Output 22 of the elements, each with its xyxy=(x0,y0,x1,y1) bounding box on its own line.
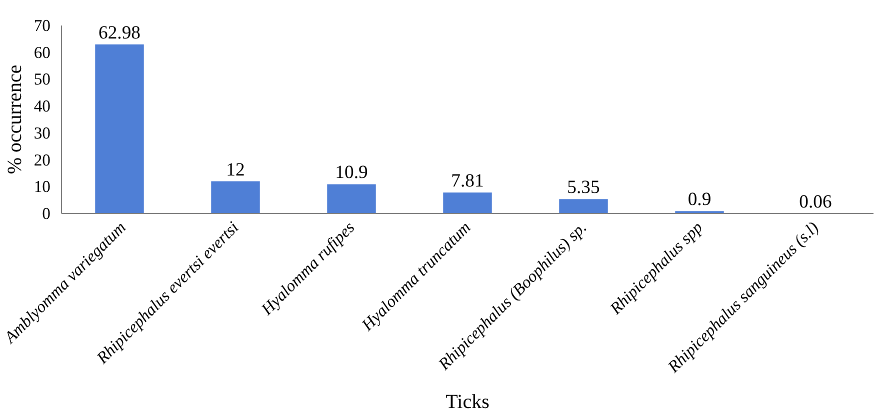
y-tick-label: 50 xyxy=(34,70,50,89)
bar xyxy=(559,199,608,214)
data-label: 12 xyxy=(226,159,245,180)
bar xyxy=(443,192,492,214)
y-axis-title: % occurrence xyxy=(4,64,26,174)
bar xyxy=(211,181,260,214)
x-axis-title: Ticks xyxy=(446,390,490,413)
bar xyxy=(327,184,376,214)
data-label: 7.81 xyxy=(451,170,484,192)
data-label: 0.06 xyxy=(799,191,832,212)
y-tick-label: 20 xyxy=(34,150,50,170)
data-label: 10.9 xyxy=(335,162,368,184)
data-label: 0.9 xyxy=(688,189,712,210)
y-tick-label: 0 xyxy=(42,204,50,223)
y-tick-label: 70 xyxy=(34,16,50,35)
y-tick-label: 30 xyxy=(34,123,50,142)
data-label: 5.35 xyxy=(567,177,600,198)
y-tick-label: 40 xyxy=(34,96,50,116)
bar xyxy=(95,44,144,214)
y-tick-label: 60 xyxy=(34,42,50,62)
y-tick-label: 10 xyxy=(34,177,50,196)
data-label: 62.98 xyxy=(98,22,140,44)
